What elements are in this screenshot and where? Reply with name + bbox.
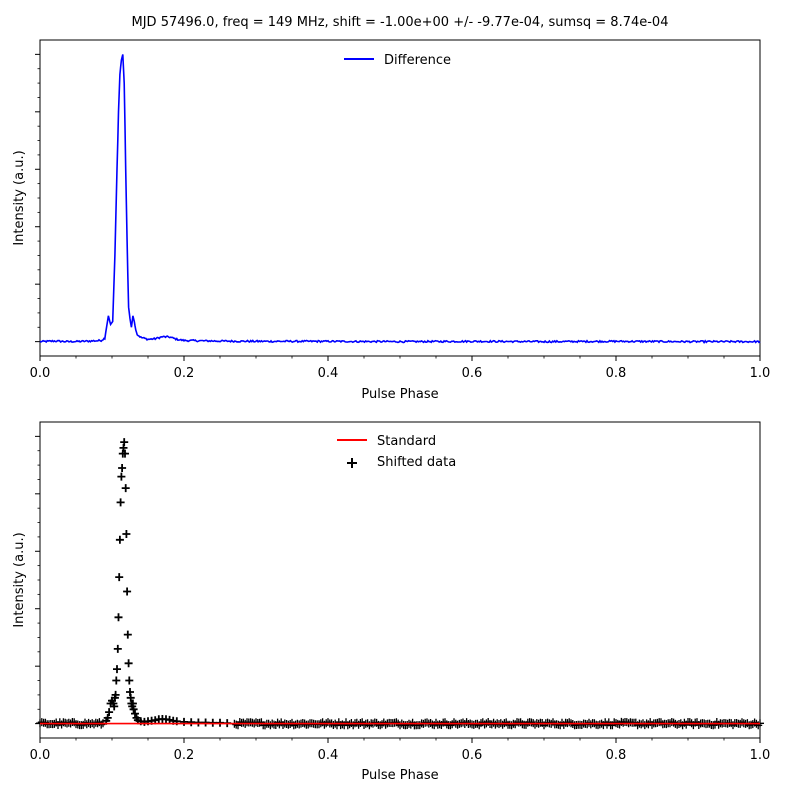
shifted-data-point — [595, 720, 604, 729]
x-axis-label: Pulse Phase — [361, 387, 438, 402]
shifted-data-point — [381, 720, 390, 729]
legend-marker-shifted-data — [347, 458, 357, 468]
x-tick-label: 0.6 — [462, 748, 483, 763]
shifted-data-point — [113, 665, 121, 674]
shifted-data-point — [187, 718, 196, 727]
legend: Standard Shifted data — [337, 434, 456, 470]
plot-frame — [39, 39, 761, 357]
shifted-data-point — [738, 718, 746, 727]
x-tick-label: 1.0 — [750, 748, 771, 763]
shifted-data-point — [115, 573, 124, 582]
shifted-data-point — [531, 720, 539, 729]
shifted-data-point — [131, 709, 139, 718]
shifted-data-point — [116, 498, 125, 507]
x-tick-label: 0.0 — [30, 366, 51, 381]
y-axis-label: Intensity (a.u.) — [12, 150, 27, 245]
shifted-data-point — [123, 587, 132, 596]
y-axis-label: Intensity (a.u.) — [12, 532, 27, 627]
shifted-data-point — [577, 721, 586, 729]
plot-area — [39, 54, 761, 344]
shifted-data-point — [657, 718, 665, 727]
shifted-data-point — [194, 718, 203, 727]
plot-area — [36, 438, 764, 730]
shifted-data-point — [754, 721, 763, 730]
y-axis — [35, 435, 40, 725]
shifted-data-point — [694, 721, 703, 729]
shifted-data-point — [118, 464, 127, 472]
x-tick-label: 0.2 — [174, 748, 195, 763]
shifted-data-point — [289, 721, 298, 730]
shifted-data-point — [90, 720, 98, 729]
shifted-data-point — [637, 720, 646, 729]
shifted-data-point — [125, 676, 134, 685]
shifted-data-point — [41, 718, 50, 727]
shifted-data-point — [295, 720, 304, 729]
shifted-data-point — [113, 644, 122, 653]
shifted-data-point — [669, 718, 678, 727]
shifted-data-point — [121, 484, 130, 493]
shifted-data-point — [365, 721, 374, 730]
shifted-data-point — [124, 659, 133, 668]
shifted-data-point — [121, 449, 129, 458]
x-tick-label: 0.2 — [174, 366, 195, 381]
shifted-data-points — [102, 438, 232, 728]
x-tick-label: 0.4 — [318, 366, 339, 381]
shifted-data-point — [324, 718, 332, 727]
x-tick-label: 0.4 — [318, 748, 339, 763]
x-tick-label: 1.0 — [750, 366, 771, 381]
shifted-data-point — [507, 721, 516, 730]
shifted-data-point — [123, 630, 132, 639]
shifted-data-point — [117, 472, 126, 481]
shifted-data-point — [714, 720, 723, 729]
shifted-data-point — [129, 705, 138, 714]
x-axis: 0.0 0.2 0.4 0.6 0.8 1.0 — [30, 356, 771, 381]
shifted-data-point — [115, 535, 124, 544]
shifted-data-point — [406, 720, 415, 729]
shifted-data-point — [103, 713, 112, 722]
shifted-data-point — [201, 718, 210, 727]
x-tick-label: 0.6 — [462, 366, 483, 381]
shifted-data-point — [610, 718, 619, 727]
legend-label-difference: Difference — [384, 53, 451, 68]
shifted-data-point — [415, 721, 424, 730]
legend-label-shifted-data: Shifted data — [377, 455, 456, 470]
x-tick-label: 0.8 — [606, 748, 627, 763]
shifted-data-point — [97, 720, 106, 729]
shifted-data-point — [565, 718, 574, 727]
legend-label-standard: Standard — [377, 434, 436, 449]
x-tick-label: 0.8 — [606, 366, 627, 381]
shifted-data-point — [105, 708, 114, 717]
shifted-data-point — [304, 720, 313, 729]
legend: Difference — [344, 53, 451, 68]
shifted-data-point — [110, 702, 119, 711]
y-axis — [35, 53, 40, 343]
shifted-data-panel: 0.0 0.2 0.4 0.6 0.8 1.0 Pulse Phase Intensity… — [12, 421, 771, 783]
shifted-data-point — [112, 676, 121, 685]
shifted-data-point — [111, 690, 120, 699]
figure-suptitle: MJD 57496.0, freq = 149 MHz, shift = -1.… — [132, 15, 669, 30]
shifted-data-point — [114, 613, 123, 622]
shifted-data-point — [640, 721, 649, 730]
shifted-data-point — [453, 720, 462, 729]
shifted-data-point — [120, 438, 129, 447]
difference-panel: 0.0 0.2 0.4 0.6 0.8 1.0 Pulse Phase Intensity… — [12, 39, 771, 402]
shifted-data-point — [122, 530, 131, 538]
shifted-data-point — [633, 721, 642, 730]
difference-line — [39, 54, 761, 344]
shifted-data-point — [180, 717, 188, 726]
shifted-data-point — [648, 720, 656, 729]
shifted-data-point — [462, 718, 471, 727]
x-axis: 0.0 0.2 0.4 0.6 0.8 1.0 — [30, 738, 771, 763]
x-axis-label: Pulse Phase — [361, 768, 438, 783]
x-tick-label: 0.0 — [30, 748, 51, 763]
